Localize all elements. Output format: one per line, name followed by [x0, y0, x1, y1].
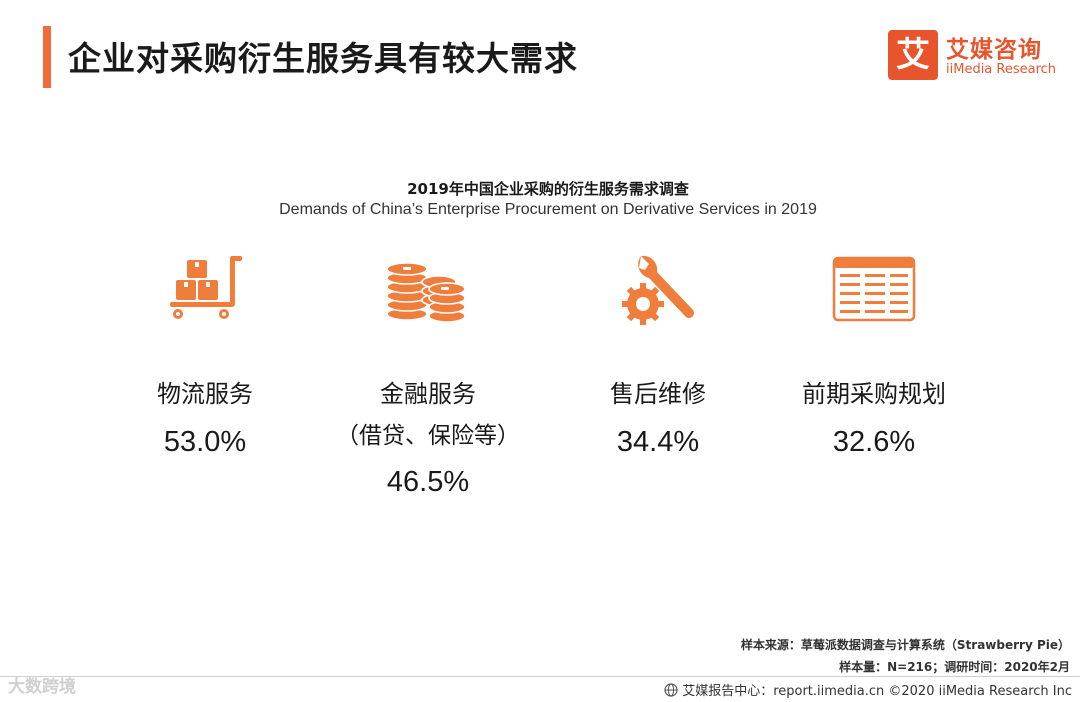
page-title: 企业对采购衍生服务具有较大需求: [68, 39, 578, 78]
watermark-text: 大数跨境: [8, 677, 76, 697]
stat-value: 34.4%: [616, 426, 700, 458]
chart-title-en: Demands of China’s Enterprise Procuremen…: [279, 201, 817, 218]
stat-value: 53.0%: [163, 426, 247, 458]
logo-text-en: iiMedia Research: [946, 62, 1057, 77]
brand-logo[interactable]: 艾 艾媒咨询 iiMedia Research: [888, 30, 1063, 82]
stat-label: 金融服务: [380, 380, 476, 408]
stat-label: 物流服务: [157, 380, 253, 408]
globe-icon: [664, 683, 678, 697]
stat-sublabel: （借贷、保险等）: [336, 423, 520, 449]
wrench-gear-icon: [622, 255, 694, 325]
chart-title-cn: 2019年中国企业采购的衍生服务需求调查: [407, 180, 689, 198]
stat-item-planning: 前期采购规划 32.6%: [754, 250, 994, 460]
footer: 艾媒报告中心：report.iimedia.cn ©2020 iiMedia R…: [664, 680, 1072, 699]
stat-label: 前期采购规划: [802, 380, 946, 408]
logo-mark-icon: 艾: [888, 30, 938, 80]
footer-text: 艾媒报告中心：report.iimedia.cn ©2020 iiMedia R…: [682, 684, 1072, 699]
stat-value: 32.6%: [832, 426, 916, 458]
source-note: 样本来源：草莓派数据调查与计算系统（Strawberry Pie）: [740, 638, 1070, 652]
title-accent-bar: [43, 26, 51, 88]
stat-item-repair: 售后维修 34.4%: [538, 250, 778, 460]
stat-item-finance: 金融服务 （借贷、保险等） 46.5%: [308, 250, 548, 500]
planning-table-icon: [832, 256, 916, 322]
sample-note: 样本量：N=216；调研时间：2020年2月: [839, 660, 1070, 674]
logo-text-cn: 艾媒咨询: [946, 37, 1042, 63]
logistics-cart-icon: [170, 256, 242, 319]
stat-value: 46.5%: [386, 466, 470, 498]
stat-label: 售后维修: [610, 380, 706, 408]
coins-icon: [386, 262, 466, 323]
footer-divider: [0, 676, 1080, 677]
stat-item-logistics: 物流服务 53.0%: [85, 250, 325, 460]
